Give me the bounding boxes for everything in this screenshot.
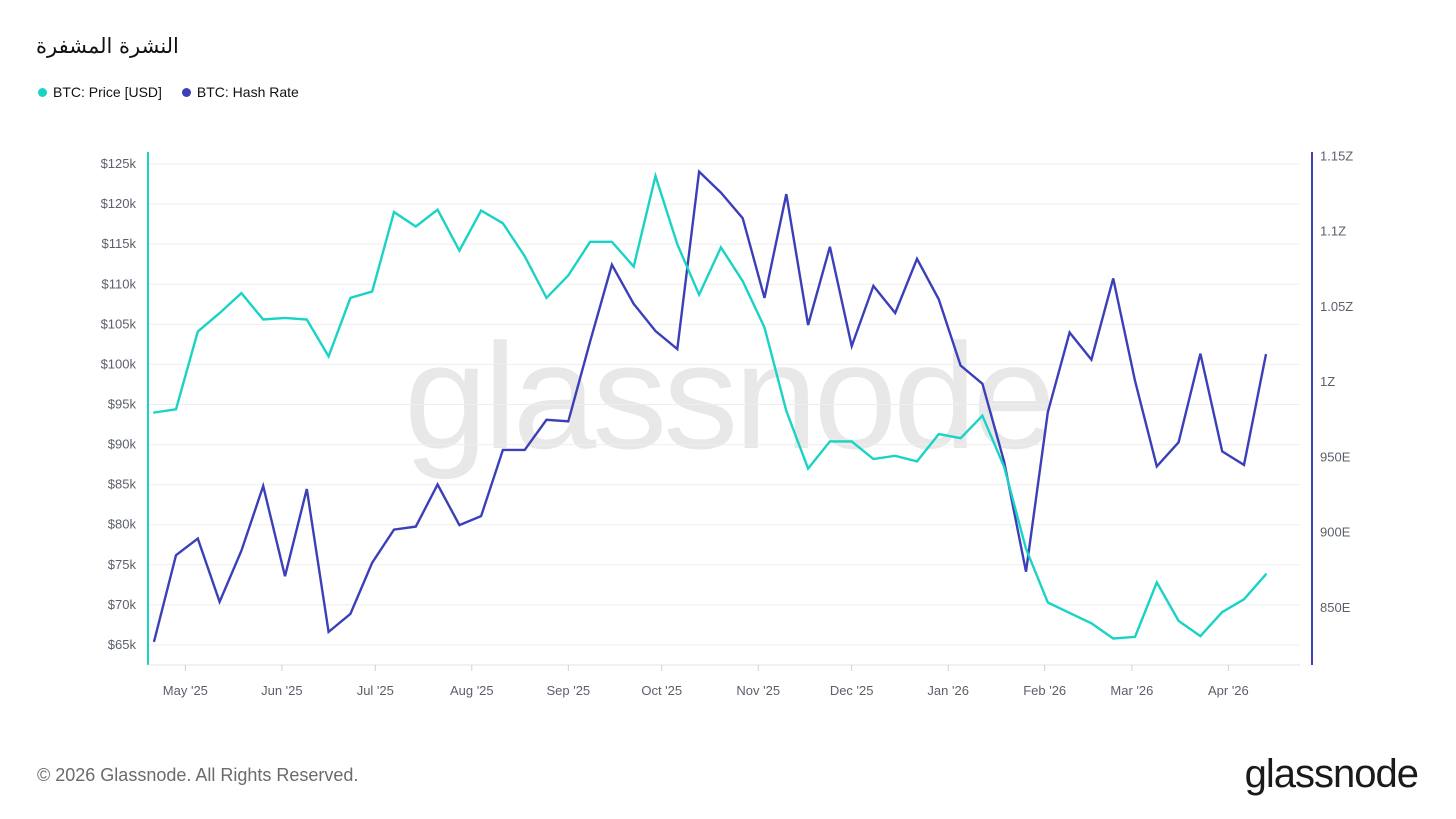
- series-group: [152, 169, 1268, 643]
- x-tick-label: Mar '26: [1110, 683, 1153, 698]
- legend-item-hashrate[interactable]: BTC: Hash Rate: [181, 84, 299, 100]
- left-tick-label: $85k: [108, 477, 137, 492]
- left-tick-label: $90k: [108, 437, 137, 452]
- left-tick-label: $110k: [102, 276, 137, 291]
- x-tick-label: Aug '25: [450, 683, 494, 698]
- left-tick-label: $95k: [108, 396, 137, 411]
- right-tick-label: 900E: [1320, 525, 1351, 540]
- legend: BTC: Price [USD] BTC: Hash Rate: [38, 84, 299, 100]
- right-tick-label: 1.05Z: [1320, 299, 1353, 314]
- left-tick-label: $125k: [101, 156, 137, 171]
- price-line: [152, 171, 1268, 640]
- copyright-footer: © 2026 Glassnode. All Rights Reserved.: [37, 765, 359, 785]
- hashrate-line: [152, 169, 1268, 643]
- x-axis: May '25 Jun '25 Jul '25 Aug '25 Sep '25 Oct '…: [148, 664, 1300, 698]
- x-tick-label: Jan '26: [927, 683, 969, 698]
- legend-label-price: BTC: Price [USD]: [53, 84, 162, 100]
- x-tick-label: Apr '26: [1208, 683, 1249, 698]
- brand-logo: glassnode: [1244, 752, 1419, 796]
- x-tick-label: Feb '26: [1023, 683, 1066, 698]
- right-tick-label: 1.1Z: [1320, 224, 1346, 239]
- x-tick-label: Dec '25: [830, 683, 874, 698]
- left-tick-label: $75k: [108, 557, 137, 572]
- x-tick-label: Sep '25: [546, 683, 590, 698]
- right-tick-label: 1.15Z: [1320, 149, 1353, 164]
- right-axis: 850E 900E 950E 1Z 1.05Z 1.1Z 1.15Z: [1311, 149, 1353, 665]
- x-tick-label: Jun '25: [261, 683, 303, 698]
- left-tick-label: $65k: [108, 637, 137, 652]
- left-tick-label: $105k: [101, 316, 137, 331]
- left-tick-label: $100k: [101, 356, 137, 371]
- legend-item-price[interactable]: BTC: Price [USD]: [38, 84, 162, 100]
- price-legend-dot-icon: [38, 87, 47, 97]
- x-tick-label: May '25: [163, 683, 208, 698]
- left-tick-label: $70k: [108, 597, 137, 612]
- left-tick-label: $115k: [102, 236, 137, 251]
- right-tick-label: 850E: [1320, 600, 1351, 615]
- left-tick-label: $80k: [108, 517, 137, 532]
- x-tick-label: Jul '25: [357, 683, 394, 698]
- chart-svg: glassnode $65k $70k $75k $80k $85k $90k $95k $1…: [101, 149, 1354, 698]
- watermark: glassnode: [404, 312, 1052, 480]
- legend-label-hashrate: BTC: Hash Rate: [196, 84, 299, 100]
- right-tick-label: 950E: [1320, 449, 1351, 464]
- left-tick-label: $120k: [101, 196, 137, 211]
- chart-title: النشرة المشفرة: [36, 34, 179, 58]
- hashrate-legend-dot-icon: [181, 87, 191, 97]
- x-tick-label: Oct '25: [641, 683, 682, 698]
- left-axis: $65k $70k $75k $80k $85k $90k $95k $100k $105k $1…: [101, 152, 149, 665]
- grid-lines: [148, 163, 1300, 646]
- right-tick-label: 1Z: [1320, 374, 1335, 389]
- x-tick-label: Nov '25: [736, 683, 780, 698]
